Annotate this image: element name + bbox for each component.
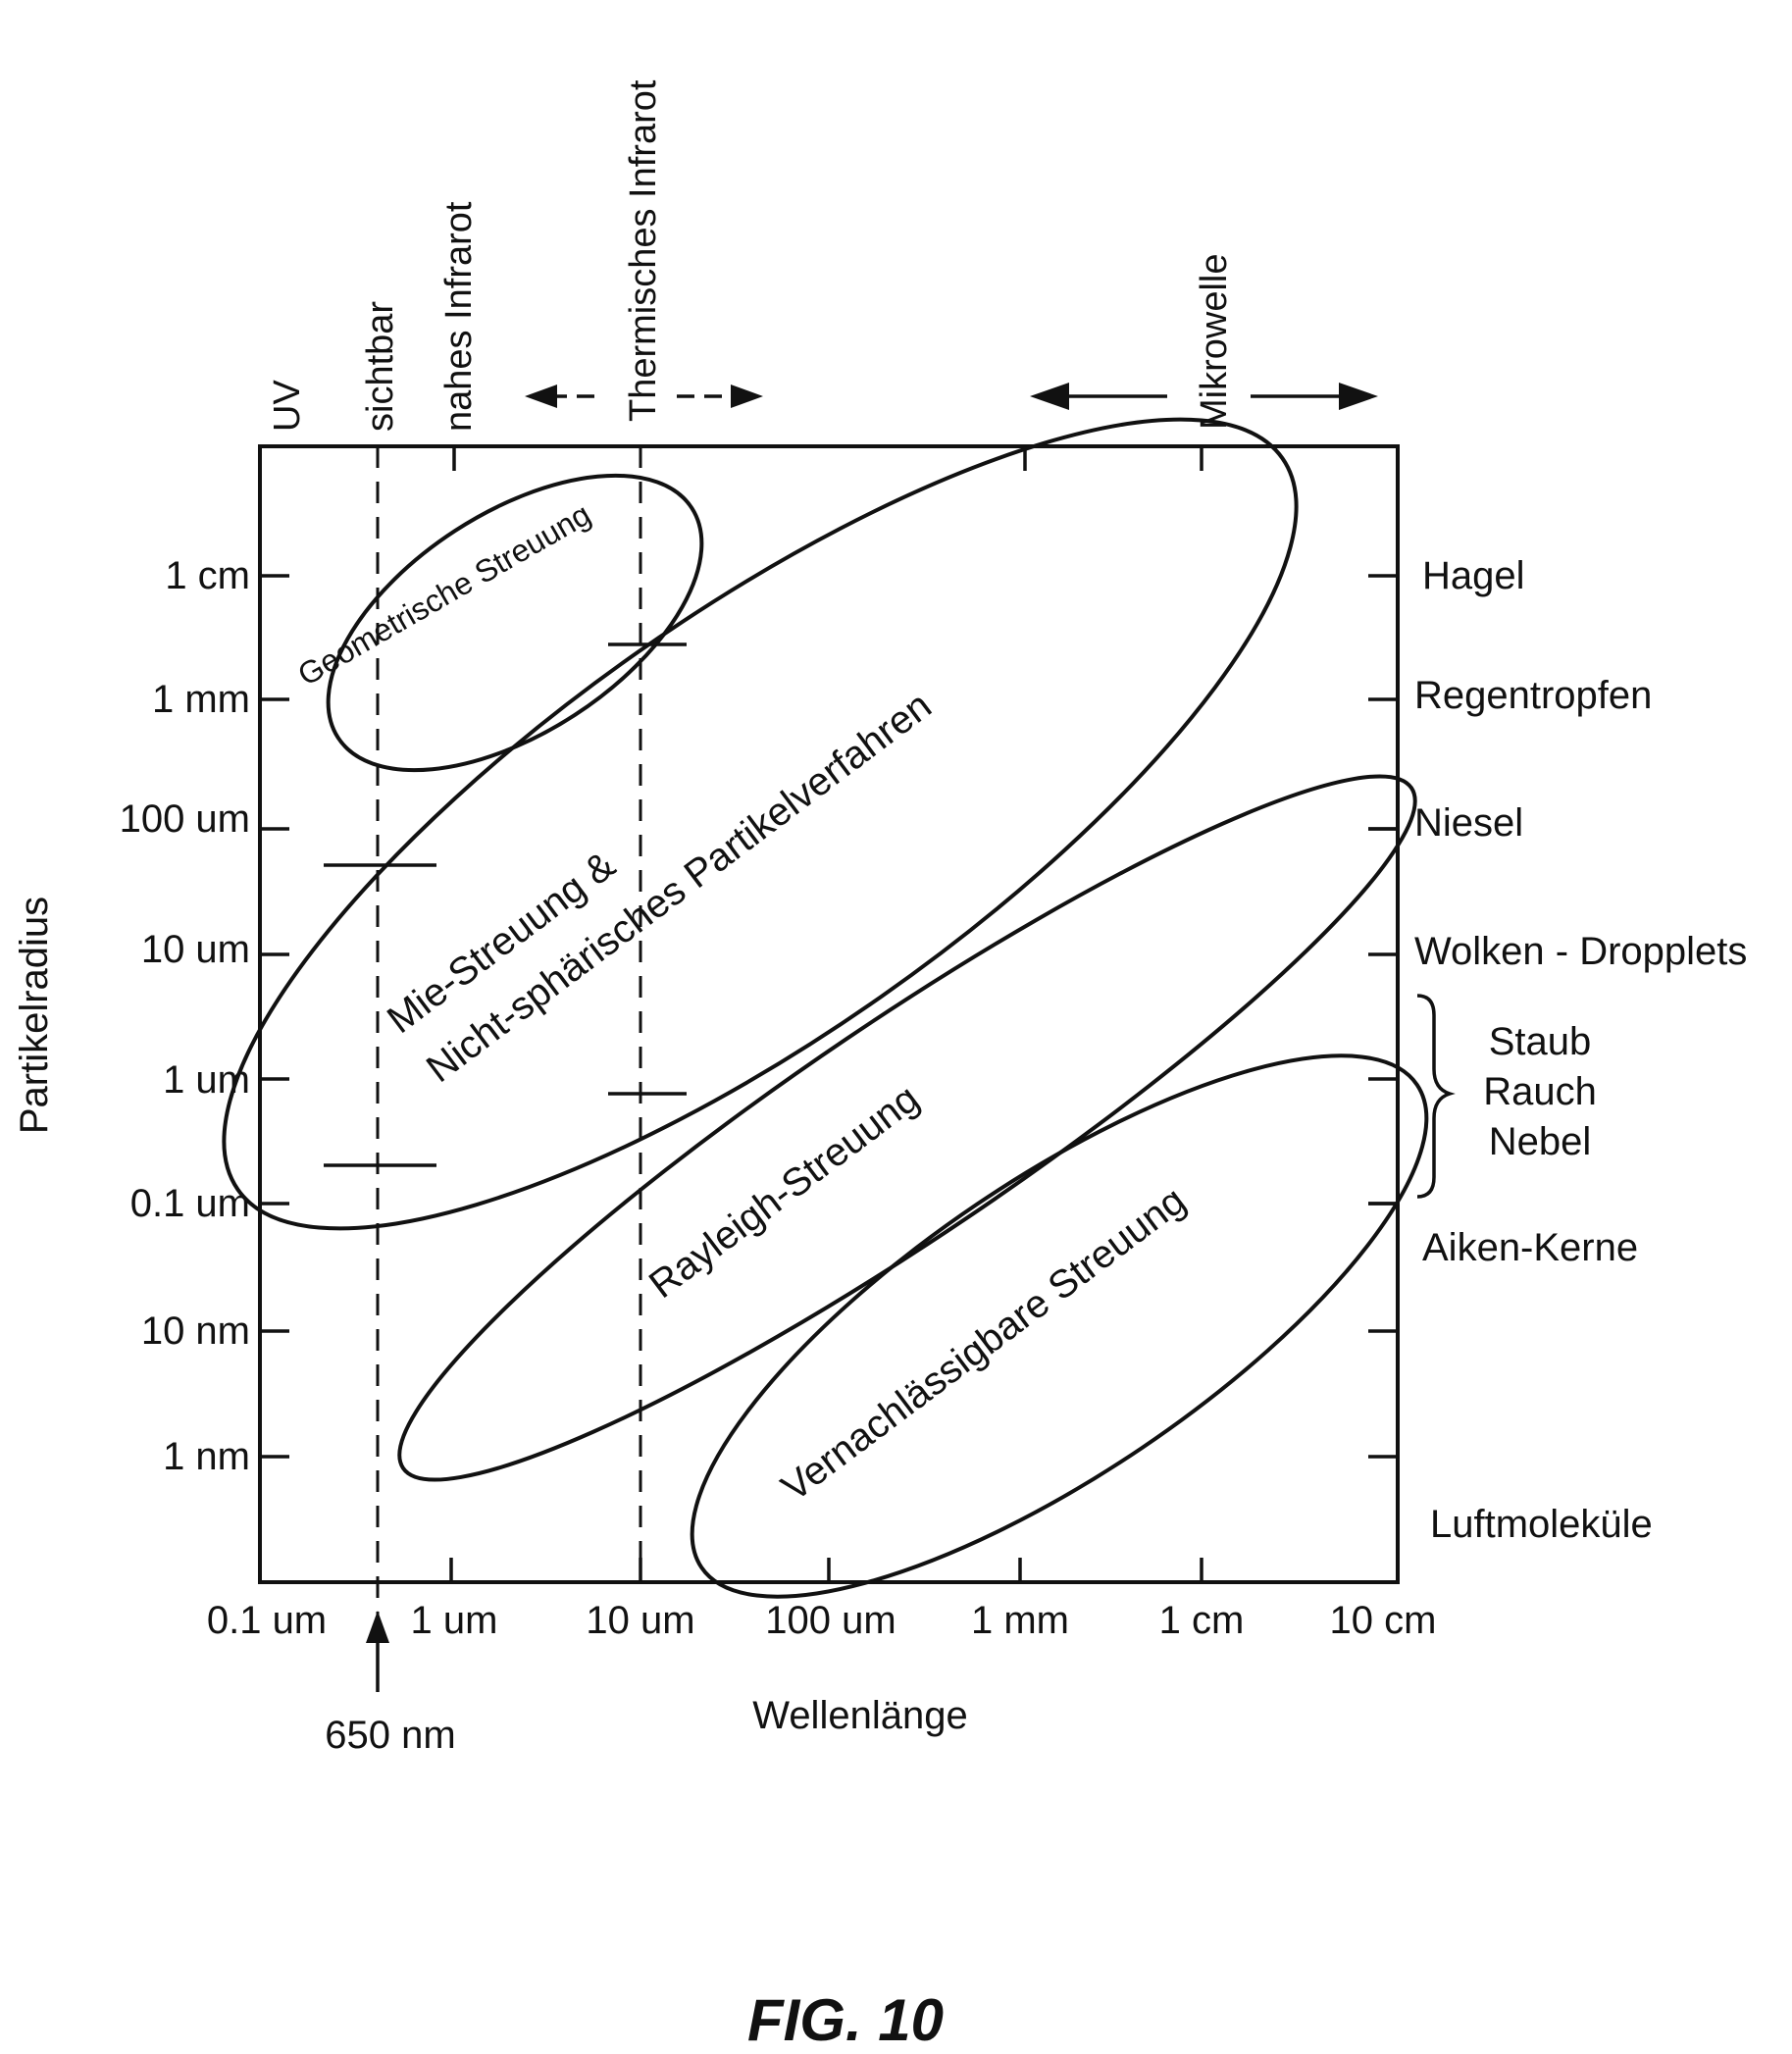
x-tick-10um: 10 um <box>586 1599 694 1642</box>
right-arrow-icon <box>1339 383 1378 410</box>
y-tick-10um: 10 um <box>141 928 250 971</box>
band-visible: sichtbar <box>360 301 401 432</box>
band-uv: UV <box>267 380 308 432</box>
x-tick-10cm: 10 cm <box>1330 1599 1437 1642</box>
right-arrow-icon <box>731 385 763 408</box>
y-axis-title: Partikelradius <box>13 897 56 1134</box>
x-tick-1um: 1 um <box>411 1599 498 1642</box>
particle-drizzle: Niesel <box>1414 801 1523 845</box>
particle-labels: Hagel Regentropfen Niesel Wolken - Dropp… <box>1414 554 1747 1546</box>
particle-air: Luftmoleküle <box>1430 1503 1653 1546</box>
particle-fog: Nebel <box>1489 1120 1592 1163</box>
y-tick-1nm: 1 nm <box>163 1435 250 1478</box>
y-tick-0.1um: 0.1 um <box>130 1182 250 1225</box>
x-tick-labels: 0.1 um 1 um 10 um 100 um 1 mm 1 cm 10 cm <box>207 1599 1437 1642</box>
x-tick-100um: 100 um <box>765 1599 896 1642</box>
y-ticks-left <box>260 576 289 1457</box>
y-ticks-right <box>1368 576 1398 1457</box>
left-arrow-icon <box>1030 383 1069 410</box>
x-ticks <box>451 446 1202 1582</box>
up-arrow-icon <box>366 1611 389 1643</box>
particle-smoke: Rauch <box>1483 1070 1597 1113</box>
x-tick-1cm: 1 cm <box>1159 1599 1245 1642</box>
y-tick-1um: 1 um <box>163 1058 250 1102</box>
particle-raindrops: Regentropfen <box>1414 674 1652 717</box>
figure-caption: FIG. 10 <box>747 1987 944 2053</box>
particle-aitken: Aiken-Kerne <box>1422 1226 1638 1269</box>
particle-hail: Hagel <box>1422 554 1525 597</box>
left-arrow-icon <box>525 385 557 408</box>
y-tick-labels: 1 cm 1 mm 100 um 10 um 1 um 0.1 um 10 nm… <box>120 554 250 1478</box>
x-tick-1mm: 1 mm <box>971 1599 1069 1642</box>
region-negligible-label: Vernachlässigbare Streuung <box>774 1179 1194 1511</box>
y-tick-10nm: 10 nm <box>141 1309 250 1353</box>
y-tick-1cm: 1 cm <box>165 554 250 597</box>
marker-650nm-label: 650 nm <box>325 1714 455 1757</box>
particle-dust: Staub <box>1489 1020 1592 1063</box>
region-geometric-label: Geometrische Streuung <box>292 496 597 693</box>
band-labels: UV sichtbar nahes Infrarot Thermisches I… <box>267 79 1235 432</box>
x-axis-title: Wellenlänge <box>752 1694 967 1737</box>
band-thermal-ir: Thermisches Infrarot <box>623 79 664 422</box>
y-tick-1mm: 1 mm <box>152 678 250 721</box>
band-microwave: Mikrowelle <box>1194 254 1235 430</box>
particle-cloud: Wolken - Dropplets <box>1414 930 1747 973</box>
band-near-ir: nahes Infrarot <box>438 201 480 432</box>
y-tick-100um: 100 um <box>120 797 250 841</box>
x-tick-0.1um: 0.1 um <box>207 1599 327 1642</box>
